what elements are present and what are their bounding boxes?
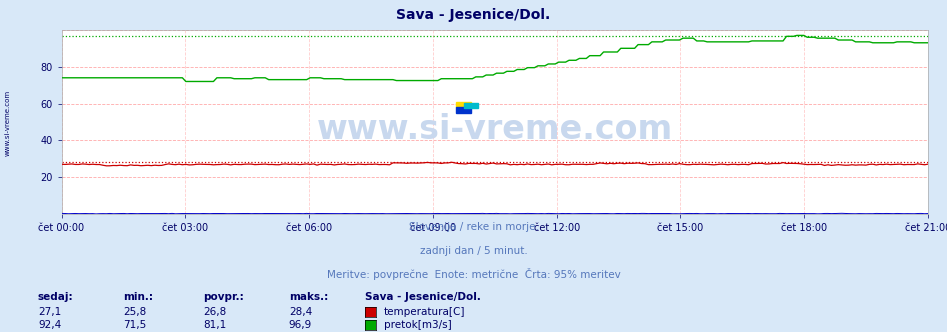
Text: Slovenija / reke in morje.: Slovenija / reke in morje. [408, 222, 539, 232]
Text: www.si-vreme.com: www.si-vreme.com [316, 113, 673, 146]
Text: maks.:: maks.: [289, 292, 328, 302]
Text: zadnji dan / 5 minut.: zadnji dan / 5 minut. [420, 246, 527, 256]
Text: 26,8: 26,8 [204, 307, 227, 317]
Text: Sava - Jesenice/Dol.: Sava - Jesenice/Dol. [397, 8, 550, 22]
Text: 92,4: 92,4 [38, 320, 62, 330]
Text: sedaj:: sedaj: [38, 292, 74, 302]
Text: 81,1: 81,1 [204, 320, 227, 330]
Text: povpr.:: povpr.: [204, 292, 244, 302]
Text: temperatura[C]: temperatura[C] [384, 307, 465, 317]
Text: www.si-vreme.com: www.si-vreme.com [5, 90, 10, 156]
Text: 25,8: 25,8 [123, 307, 147, 317]
Text: 28,4: 28,4 [289, 307, 313, 317]
Polygon shape [456, 107, 472, 113]
Text: 96,9: 96,9 [289, 320, 313, 330]
Polygon shape [456, 102, 472, 107]
Text: min.:: min.: [123, 292, 153, 302]
Text: 27,1: 27,1 [38, 307, 62, 317]
Polygon shape [464, 103, 478, 108]
Text: pretok[m3/s]: pretok[m3/s] [384, 320, 452, 330]
Text: Meritve: povprečne  Enote: metrične  Črta: 95% meritev: Meritve: povprečne Enote: metrične Črta:… [327, 268, 620, 280]
Text: Sava - Jesenice/Dol.: Sava - Jesenice/Dol. [365, 292, 480, 302]
Text: 71,5: 71,5 [123, 320, 147, 330]
